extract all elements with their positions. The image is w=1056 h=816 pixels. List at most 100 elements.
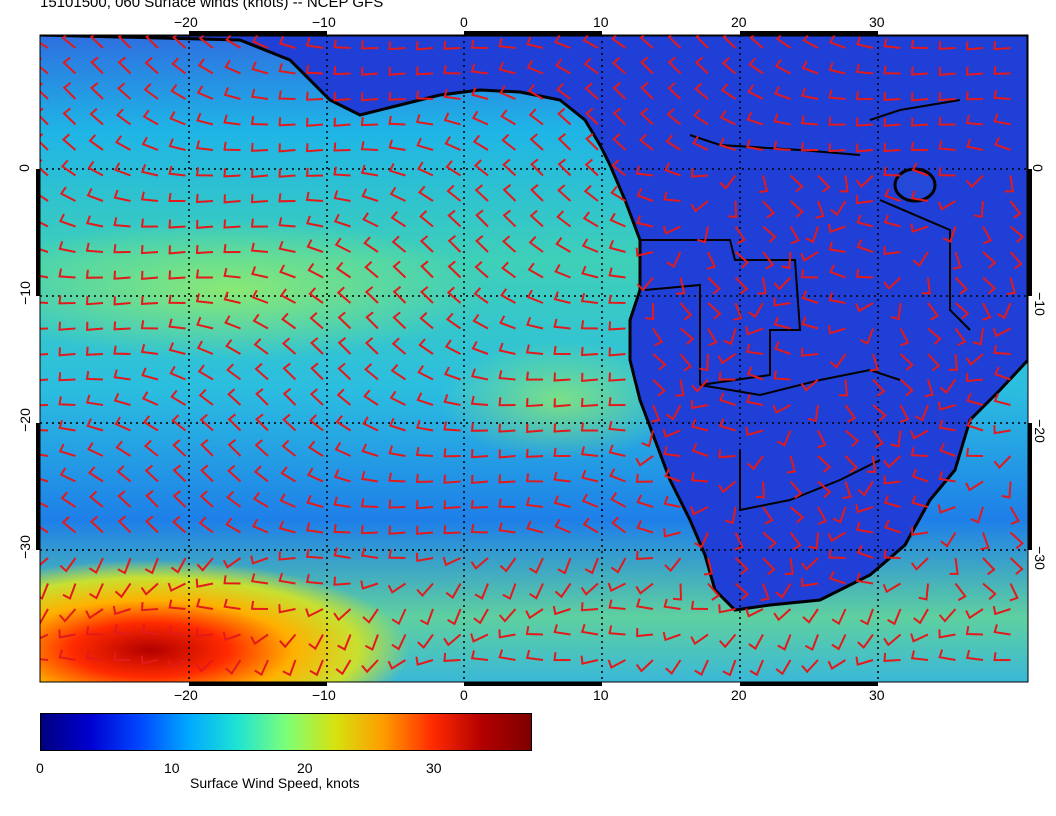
wind-barb: [85, 626, 104, 636]
wind-barb: [443, 112, 461, 126]
wind-barb: [745, 343, 764, 355]
wind-barb: [416, 525, 434, 535]
wind-barb: [443, 366, 461, 381]
wind-barb: [800, 115, 819, 126]
wind-barb: [844, 404, 857, 423]
wind-barb: [733, 302, 743, 321]
lat-tick-right: 0: [1029, 164, 1046, 172]
wind-barb: [910, 557, 929, 571]
wind-barb: [474, 184, 489, 202]
wind-barb: [279, 288, 296, 304]
wind-barb: [528, 236, 544, 253]
wind-barb: [762, 531, 777, 550]
wind-barb: [948, 353, 958, 371]
wind-barb: [529, 133, 544, 151]
wind-barb: [608, 420, 626, 432]
wind-barb: [168, 599, 186, 610]
wind-barb: [924, 379, 934, 398]
wind-barb: [195, 659, 214, 673]
wind-barb: [223, 243, 241, 254]
wind-barb: [529, 583, 544, 600]
wind-barb: [171, 57, 187, 75]
wind-barb: [58, 420, 76, 432]
wind-barb: [114, 582, 132, 599]
wind-barb: [85, 269, 104, 279]
wind-barb: [554, 264, 571, 279]
wind-barb: [581, 469, 599, 483]
wind-barb: [911, 92, 929, 102]
wind-barb: [223, 598, 241, 610]
wind-barb: [333, 608, 352, 622]
wind-barb: [253, 338, 269, 355]
wind-barb: [800, 269, 819, 279]
wind-barb: [855, 268, 874, 279]
wind-barb: [608, 267, 626, 279]
wind-barb: [115, 440, 132, 457]
wind-barb: [58, 240, 76, 253]
wind-barb: [883, 38, 901, 49]
wind-barb: [223, 141, 241, 151]
wind-barb: [40, 353, 49, 356]
wind-barb: [827, 659, 847, 670]
wind-barb: [196, 112, 214, 126]
wind-barb: [954, 302, 970, 320]
wind-barb: [113, 651, 131, 662]
wind-barb: [855, 63, 874, 75]
lat-tick-right: −10: [1031, 292, 1048, 316]
wind-barb: [636, 520, 654, 534]
wind-barb: [610, 35, 627, 49]
wind-barb: [1004, 175, 1014, 193]
wind-barb: [58, 268, 76, 279]
wind-barb: [360, 547, 379, 559]
wind-barb: [281, 439, 297, 457]
wind-barb: [501, 261, 517, 279]
wind-barb: [498, 370, 516, 381]
wind-barb: [474, 260, 489, 279]
wind-barb: [666, 108, 682, 126]
wind-barb: [899, 353, 914, 371]
wind-barb: [745, 326, 764, 336]
wind-barb: [718, 604, 736, 614]
wind-barb: [856, 36, 874, 49]
wind-barb: [141, 391, 159, 406]
wind-barb: [857, 633, 874, 649]
wind-barb: [172, 490, 187, 508]
wind-barb: [40, 133, 49, 151]
wind-barb: [992, 605, 1011, 616]
wind-barb: [912, 251, 929, 268]
wind-barb: [40, 429, 49, 432]
wind-barb: [222, 557, 242, 569]
wind-barb: [789, 480, 803, 499]
wind-barb: [278, 63, 296, 75]
wind-barb: [966, 41, 984, 51]
wind-barb: [445, 583, 462, 599]
colorbar-label: Surface Wind Speed, knots: [190, 775, 360, 791]
wind-barb: [580, 602, 599, 612]
wind-barb: [305, 548, 324, 559]
wind-barb: [554, 582, 572, 599]
wind-barb: [40, 185, 49, 202]
wind-barb: [447, 608, 462, 626]
wind-barb: [762, 200, 776, 219]
wind-barb: [899, 378, 914, 397]
wind-barb: [636, 494, 654, 508]
wind-barb: [693, 109, 709, 126]
wind-barb: [498, 629, 516, 639]
wind-barb: [333, 496, 351, 508]
wind-barb: [113, 624, 131, 636]
wind-barb: [721, 57, 737, 75]
wind-barb: [749, 659, 764, 677]
wind-barb: [937, 504, 956, 514]
wind-barb: [416, 392, 434, 406]
wind-barb: [360, 580, 379, 590]
wind-barb: [361, 92, 379, 102]
wind-barb: [911, 526, 929, 536]
wind-barb: [663, 495, 681, 508]
wind-barb: [141, 270, 159, 280]
wind-barb: [694, 82, 709, 100]
wind-barb: [773, 370, 791, 381]
wind-barb: [58, 347, 76, 357]
wind-barb: [170, 557, 187, 574]
wind-barb: [844, 455, 859, 474]
wind-barb: [416, 41, 434, 51]
